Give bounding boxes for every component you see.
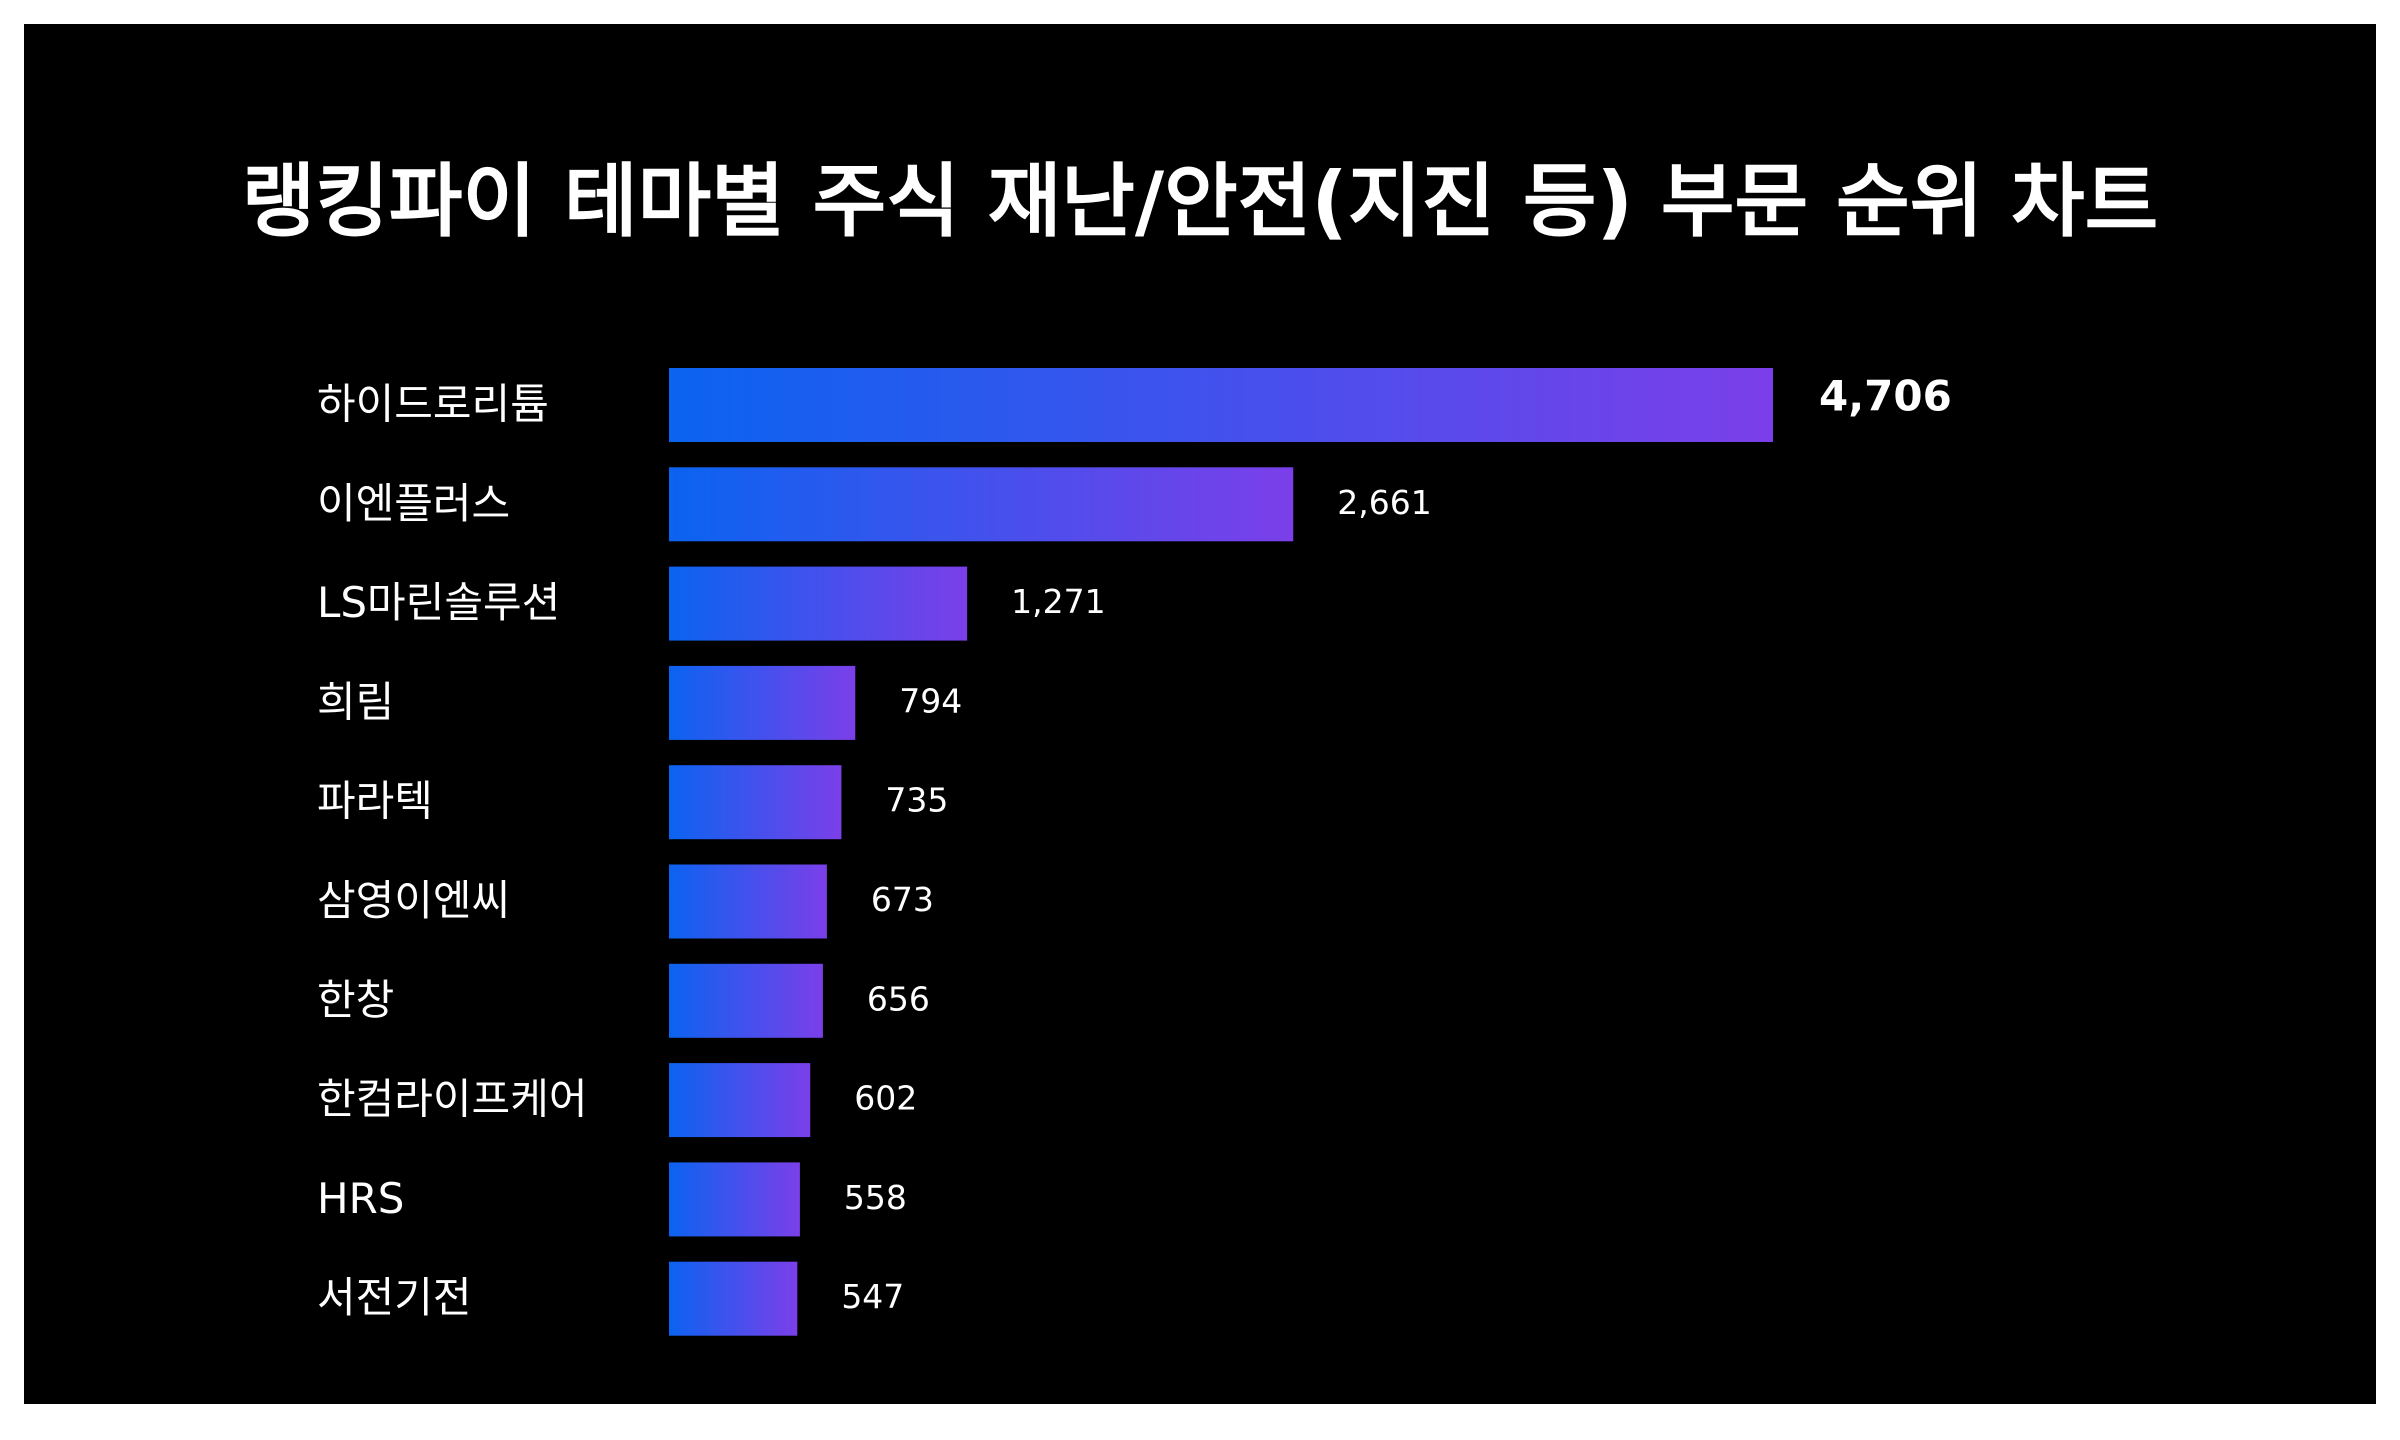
- value-label: 4,706: [1819, 372, 1952, 421]
- category-label: 이엔플러스: [317, 479, 510, 528]
- value-label: 602: [854, 1079, 917, 1118]
- category-label: 하이드로리튬: [317, 380, 549, 429]
- bar: [669, 963, 823, 1038]
- bar: [669, 1162, 800, 1237]
- bar: [669, 368, 1773, 442]
- bar: [669, 1063, 811, 1138]
- bar: [669, 467, 1294, 542]
- chart-title: 랭킹파이 테마별 주식 재난/안전(지진 등) 부문 순위 차트: [242, 155, 2159, 248]
- value-label: 656: [867, 979, 930, 1018]
- category-label: 한창: [317, 975, 394, 1024]
- value-label: 1,271: [1011, 582, 1105, 621]
- value-label: 2,661: [1337, 483, 1431, 522]
- chart-background: [24, 24, 2376, 1404]
- bar: [669, 864, 827, 939]
- value-label: 794: [899, 681, 962, 720]
- category-label: 서전기전: [317, 1273, 472, 1322]
- category-label: 삼영이엔씨: [317, 876, 510, 925]
- value-label: 673: [871, 880, 934, 919]
- category-label: 희림: [317, 677, 394, 726]
- category-label: LS마린솔루션: [317, 578, 560, 627]
- bar: [669, 566, 968, 641]
- bar: [669, 1261, 798, 1336]
- value-label: 547: [841, 1277, 904, 1316]
- value-label: 735: [885, 781, 948, 820]
- category-label: HRS: [317, 1174, 404, 1223]
- bar: [669, 665, 856, 740]
- category-label: 한컴라이프케어: [317, 1075, 587, 1124]
- bar: [669, 765, 842, 840]
- value-label: 558: [844, 1178, 907, 1217]
- category-label: 파라텍: [317, 777, 433, 826]
